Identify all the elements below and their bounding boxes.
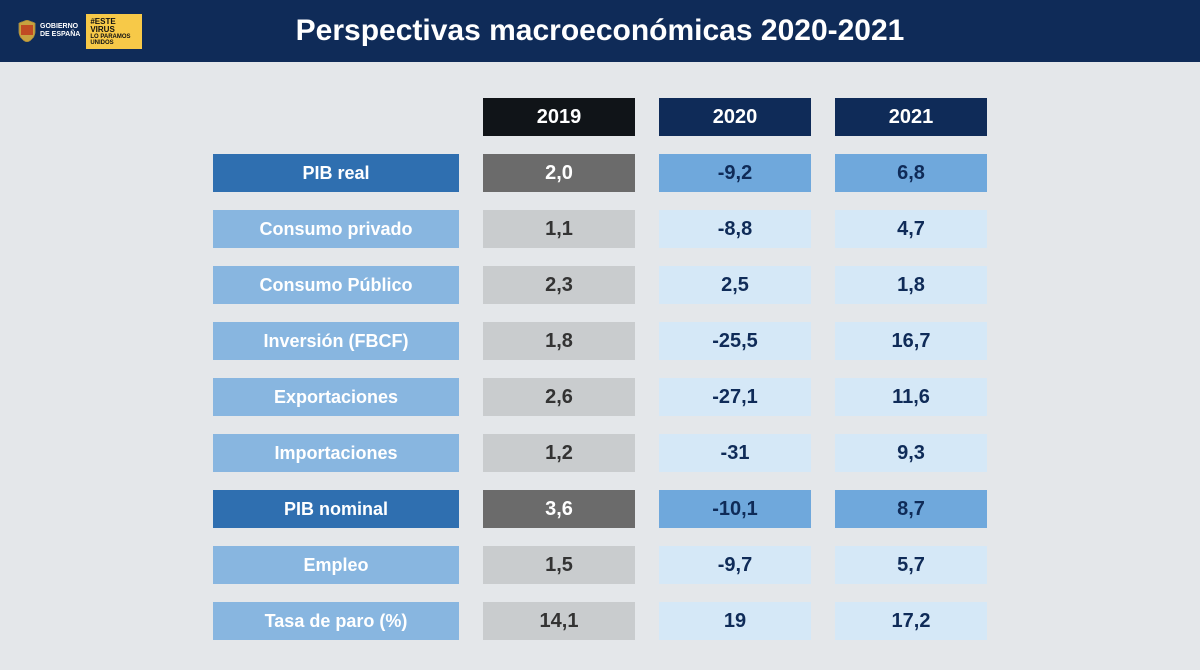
table-row: Tasa de paro (%) 14,1 19 17,2 bbox=[213, 602, 987, 640]
cell: 2,0 bbox=[483, 154, 635, 192]
cell: 4,7 bbox=[835, 210, 987, 248]
table-row: PIB nominal 3,6 -10,1 8,7 bbox=[213, 490, 987, 528]
table-row: Empleo 1,5 -9,7 5,7 bbox=[213, 546, 987, 584]
logo-group: GOBIERNO DE ESPAÑA #ESTE VIRUS LO PARAMO… bbox=[18, 14, 142, 49]
cell: 2,6 bbox=[483, 378, 635, 416]
row-label: Inversión (FBCF) bbox=[213, 322, 459, 360]
cell: 3,6 bbox=[483, 490, 635, 528]
year-header-2019: 2019 bbox=[483, 98, 635, 136]
row-label: Tasa de paro (%) bbox=[213, 602, 459, 640]
cell: -9,2 bbox=[659, 154, 811, 192]
table-header-row: 2019 2020 2021 bbox=[213, 98, 987, 136]
gobierno-logo: GOBIERNO DE ESPAÑA bbox=[18, 20, 80, 42]
cell: 6,8 bbox=[835, 154, 987, 192]
cell: 8,7 bbox=[835, 490, 987, 528]
gob-line2: DE ESPAÑA bbox=[40, 31, 80, 39]
gob-line1: GOBIERNO bbox=[40, 23, 80, 31]
cell: 1,5 bbox=[483, 546, 635, 584]
table-row: Consumo Público 2,3 2,5 1,8 bbox=[213, 266, 987, 304]
virus-campaign-logo: #ESTE VIRUS LO PARAMOS UNIDOS bbox=[86, 14, 142, 49]
year-header-2021: 2021 bbox=[835, 98, 987, 136]
table-row: PIB real 2,0 -9,2 6,8 bbox=[213, 154, 987, 192]
macro-table: 2019 2020 2021 PIB real 2,0 -9,2 6,8 Consumo pr… bbox=[213, 98, 987, 640]
virus-line4: UNIDOS bbox=[90, 40, 138, 46]
table-row: Importaciones 1,2 -31 9,3 bbox=[213, 434, 987, 472]
cell: -8,8 bbox=[659, 210, 811, 248]
page-title: Perspectivas macroeconómicas 2020-2021 bbox=[296, 14, 905, 48]
shield-icon bbox=[18, 20, 36, 42]
cell: 14,1 bbox=[483, 602, 635, 640]
table-row: Exportaciones 2,6 -27,1 11,6 bbox=[213, 378, 987, 416]
cell: 1,8 bbox=[835, 266, 987, 304]
row-label: PIB nominal bbox=[213, 490, 459, 528]
cell: -27,1 bbox=[659, 378, 811, 416]
cell: -10,1 bbox=[659, 490, 811, 528]
row-label: Exportaciones bbox=[213, 378, 459, 416]
year-header-2020: 2020 bbox=[659, 98, 811, 136]
cell: -25,5 bbox=[659, 322, 811, 360]
header-spacer bbox=[213, 98, 459, 136]
table-row: Consumo privado 1,1 -8,8 4,7 bbox=[213, 210, 987, 248]
cell: 17,2 bbox=[835, 602, 987, 640]
row-label: Consumo Público bbox=[213, 266, 459, 304]
cell: -31 bbox=[659, 434, 811, 472]
cell: 16,7 bbox=[835, 322, 987, 360]
cell: 1,2 bbox=[483, 434, 635, 472]
row-label: Consumo privado bbox=[213, 210, 459, 248]
cell: 19 bbox=[659, 602, 811, 640]
cell: 11,6 bbox=[835, 378, 987, 416]
gobierno-text: GOBIERNO DE ESPAÑA bbox=[40, 23, 80, 38]
cell: 2,3 bbox=[483, 266, 635, 304]
header-bar: GOBIERNO DE ESPAÑA #ESTE VIRUS LO PARAMO… bbox=[0, 0, 1200, 62]
cell: 1,1 bbox=[483, 210, 635, 248]
cell: 2,5 bbox=[659, 266, 811, 304]
cell: 5,7 bbox=[835, 546, 987, 584]
cell: -9,7 bbox=[659, 546, 811, 584]
row-label: PIB real bbox=[213, 154, 459, 192]
row-label: Importaciones bbox=[213, 434, 459, 472]
row-label: Empleo bbox=[213, 546, 459, 584]
virus-line2: VIRUS bbox=[90, 26, 138, 34]
cell: 1,8 bbox=[483, 322, 635, 360]
table-row: Inversión (FBCF) 1,8 -25,5 16,7 bbox=[213, 322, 987, 360]
cell: 9,3 bbox=[835, 434, 987, 472]
